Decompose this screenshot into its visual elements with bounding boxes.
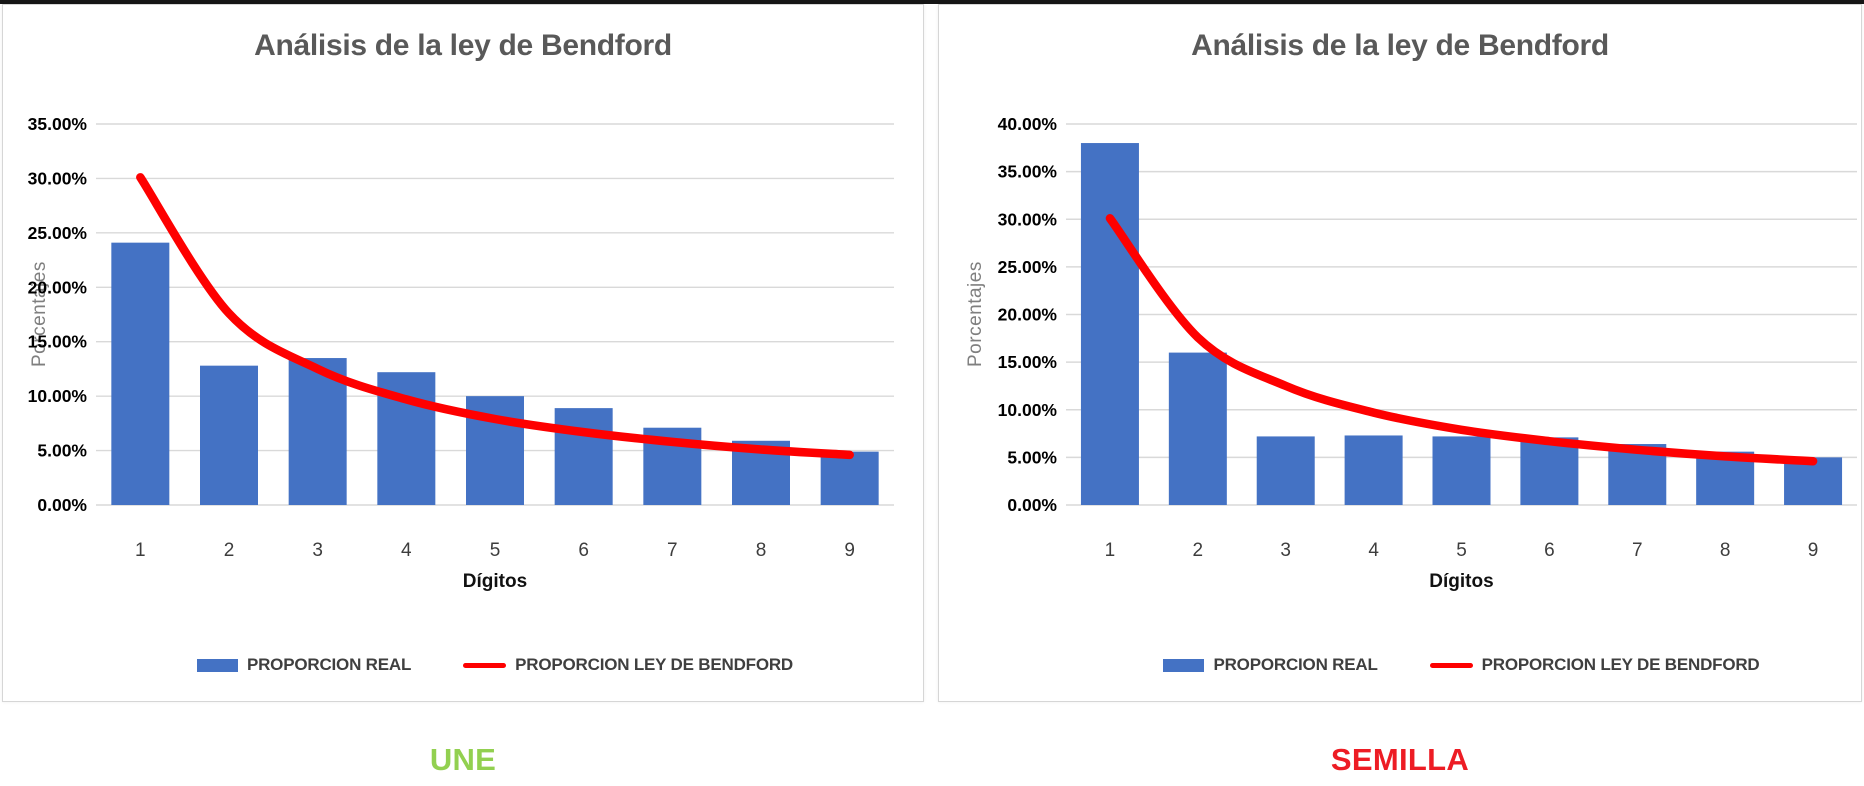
legend-label-proporcion-real: PROPORCION REAL	[246, 655, 412, 674]
x-axis-title: Dígitos	[462, 571, 528, 592]
legend-label-ley-bendford: PROPORCION LEY DE BENDFORD	[1481, 655, 1760, 674]
svg-text:25.00%: 25.00%	[28, 223, 88, 243]
svg-text:35.00%: 35.00%	[28, 114, 88, 134]
svg-text:4: 4	[1368, 540, 1379, 561]
legend: PROPORCION REAL PROPORCION LEY DE BENDFO…	[96, 655, 894, 675]
svg-text:1: 1	[135, 540, 146, 561]
svg-text:25.00%: 25.00%	[998, 257, 1058, 277]
svg-text:1: 1	[1105, 540, 1116, 561]
svg-text:5: 5	[490, 540, 501, 561]
svg-text:10.00%: 10.00%	[998, 400, 1058, 420]
svg-text:9: 9	[1808, 540, 1819, 561]
svg-text:7: 7	[1632, 540, 1643, 561]
svg-text:3: 3	[312, 540, 323, 561]
svg-text:30.00%: 30.00%	[998, 209, 1058, 229]
svg-text:2: 2	[1193, 540, 1204, 561]
svg-text:40.00%: 40.00%	[998, 114, 1058, 134]
chart-card-semilla: Análisis de la ley de Bendford Porcentaj…	[938, 4, 1862, 702]
svg-text:6: 6	[578, 540, 589, 561]
chart-title: Análisis de la ley de Bendford	[254, 29, 672, 62]
svg-text:8: 8	[1720, 540, 1731, 561]
svg-text:5: 5	[1456, 540, 1467, 561]
svg-text:0.00%: 0.00%	[1007, 495, 1057, 515]
benford-chart-semilla: 0.00% 5.00% 10.00% 15.00% 20.00% 25.00% 30.00%…	[998, 114, 1857, 561]
legend-line-swatch	[1429, 662, 1473, 668]
svg-text:20.00%: 20.00%	[28, 277, 88, 297]
svg-text:35.00%: 35.00%	[998, 162, 1058, 182]
legend-line-swatch	[463, 662, 507, 668]
svg-text:0.00%: 0.00%	[37, 495, 87, 515]
svg-text:9: 9	[844, 540, 855, 561]
legend: PROPORCION REAL PROPORCION LEY DE BENDFO…	[1066, 655, 1857, 675]
svg-text:15.00%: 15.00%	[28, 332, 88, 352]
svg-text:15.00%: 15.00%	[998, 352, 1058, 372]
caption-semilla: SEMILLA	[1330, 742, 1470, 777]
svg-text:20.00%: 20.00%	[998, 305, 1058, 325]
legend-label-proporcion-real: PROPORCION REAL	[1213, 655, 1378, 674]
svg-text:7: 7	[667, 540, 678, 561]
chart-title: Análisis de la ley de Bendford	[1191, 29, 1609, 62]
caption-une: UNE	[429, 742, 497, 777]
legend-bar-swatch	[196, 658, 238, 672]
svg-text:10.00%: 10.00%	[28, 386, 88, 406]
svg-text:3: 3	[1280, 540, 1291, 561]
legend-label-ley-bendford: PROPORCION LEY DE BENDFORD	[515, 655, 794, 674]
svg-text:5.00%: 5.00%	[37, 441, 87, 461]
svg-text:5.00%: 5.00%	[1007, 447, 1057, 467]
svg-text:6: 6	[1544, 540, 1555, 561]
svg-text:30.00%: 30.00%	[28, 168, 88, 188]
svg-text:2: 2	[224, 540, 235, 561]
legend-bar-swatch	[1163, 658, 1205, 672]
svg-text:4: 4	[401, 540, 412, 561]
chart-card-une: Análisis de la ley de Bendford Porcentaj…	[2, 4, 924, 702]
x-axis-title: Dígitos	[1429, 571, 1494, 592]
benford-chart-une: 0.00% 5.00% 10.00% 15.00% 20.00% 25.00% 30.00%…	[28, 114, 894, 561]
window-top-edge	[0, 0, 1864, 4]
svg-text:8: 8	[756, 540, 767, 561]
